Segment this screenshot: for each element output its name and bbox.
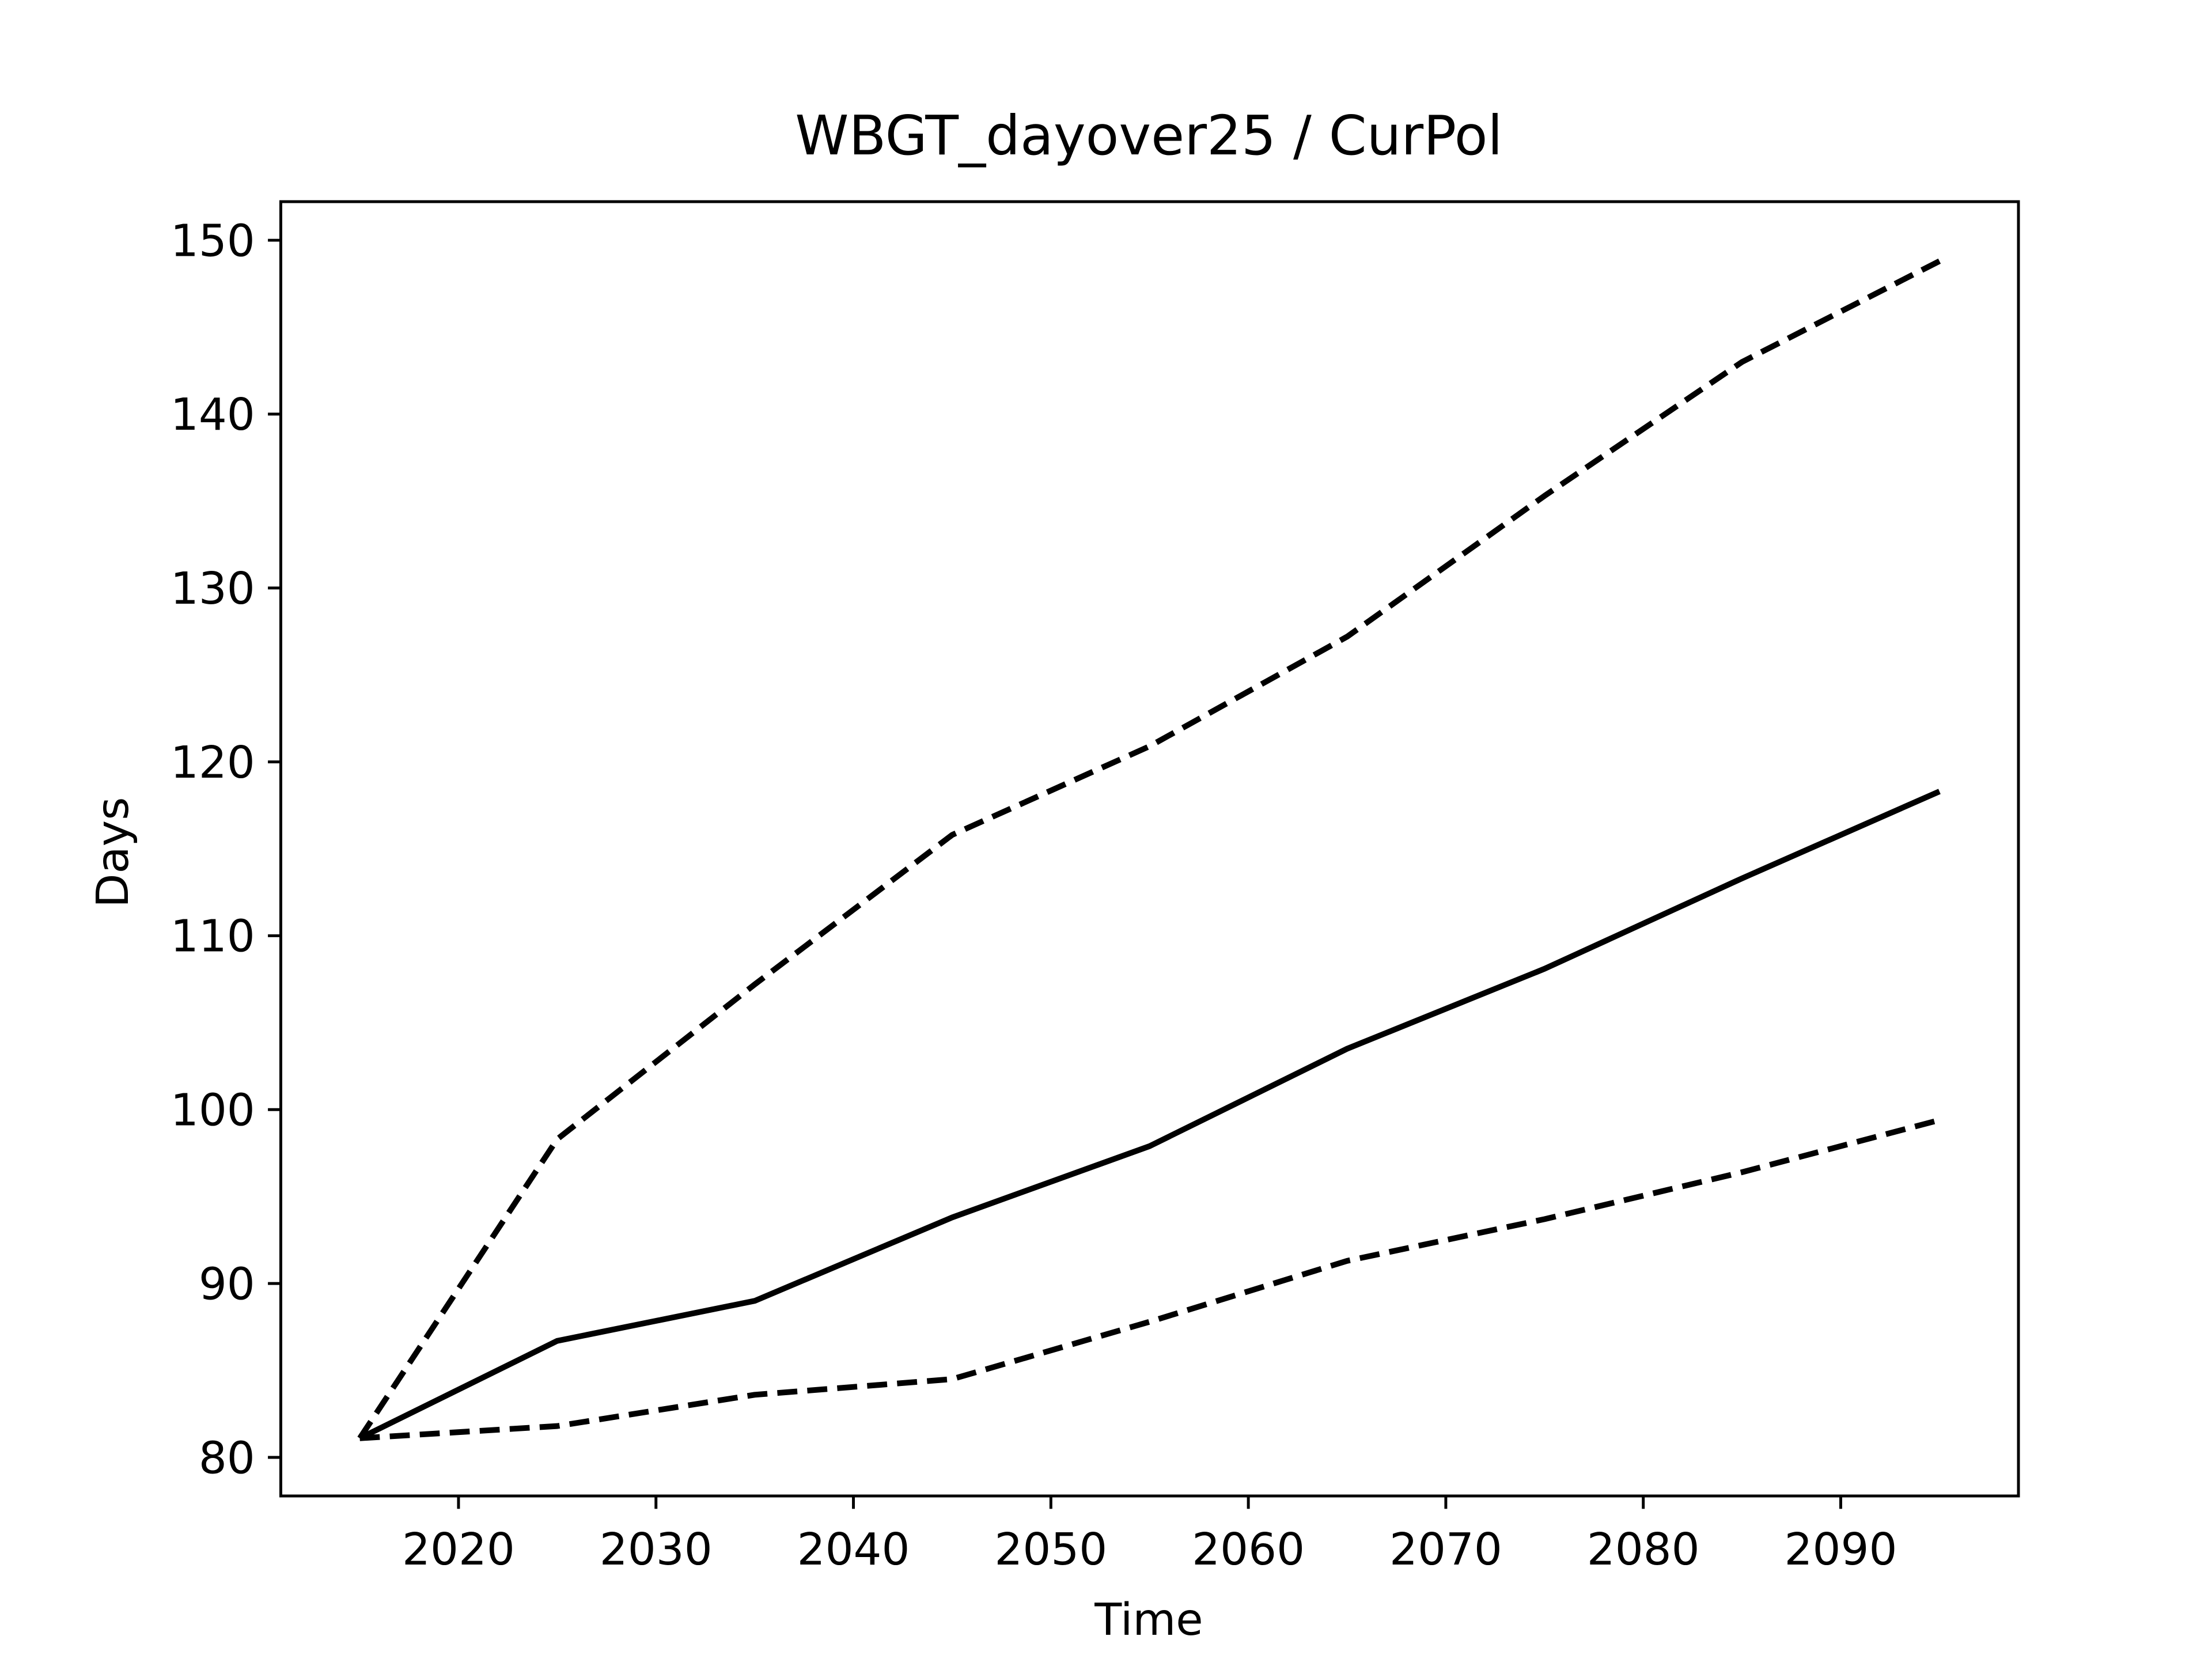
x-tick-label: 2020 xyxy=(402,1524,515,1575)
x-tick-label: 2090 xyxy=(1785,1524,1897,1575)
plot-area: 2020 2030 2040 2050 2060 2070 2080 2090 80 90 100 1… xyxy=(171,215,1941,1575)
y-tick-label: 150 xyxy=(171,215,255,267)
y-tick-label: 120 xyxy=(171,737,255,789)
x-tick-label: 2030 xyxy=(600,1524,713,1575)
y-tick-label: 110 xyxy=(171,911,255,963)
series-line xyxy=(357,258,1941,1440)
x-axis-label: Time xyxy=(1094,1594,1203,1646)
y-axis-label: Days xyxy=(88,797,139,908)
y-tick-label: 100 xyxy=(171,1085,255,1137)
x-tick-label: 2040 xyxy=(797,1524,910,1575)
series-line xyxy=(358,789,1941,1441)
chart-title: WBGT_dayover25 / CurPol xyxy=(795,104,1502,168)
axes-frame xyxy=(279,200,2020,1498)
y-tick-label: 140 xyxy=(171,389,255,441)
x-tick-label: 2080 xyxy=(1587,1524,1700,1575)
y-tick-label: 90 xyxy=(199,1259,255,1310)
x-tick-label: 2050 xyxy=(994,1524,1107,1575)
y-tick-label: 80 xyxy=(199,1433,255,1484)
x-tick-label: 2070 xyxy=(1389,1524,1502,1575)
y-tick-label: 130 xyxy=(171,563,255,615)
x-tick-label: 2060 xyxy=(1192,1524,1305,1575)
